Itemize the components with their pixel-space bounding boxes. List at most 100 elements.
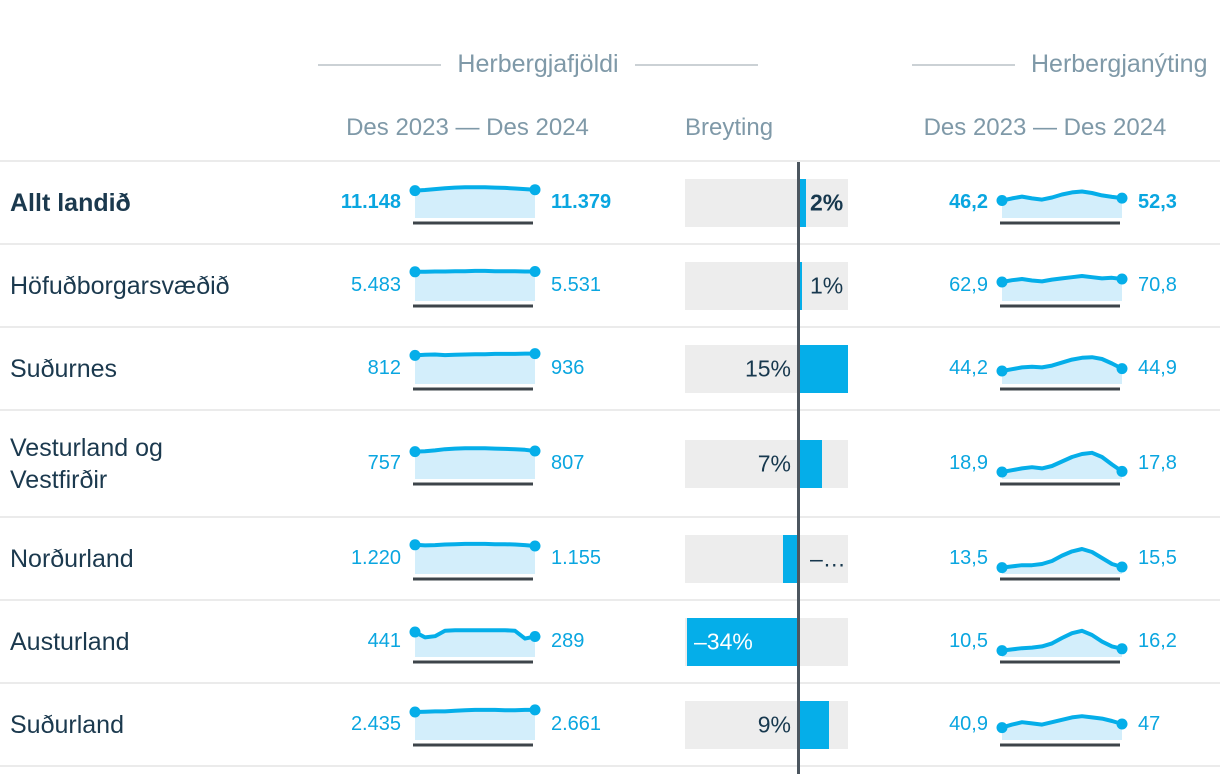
rooms-end-value: 289 [551,630,585,652]
region-label: Höfuðborgarsvæðið [10,271,230,300]
rooms-group-title: Herbergjafjöldi [457,50,619,78]
change-cell: 2% [620,178,870,227]
occupancy-start-value: 40,9 [949,713,988,735]
change-bar [799,178,806,227]
stats-table: Allt landið 11.148 11.379 2% 46,2 52,3 H… [0,160,1220,774]
occupancy-sparkline-cell: 46,2 52,3 [870,177,1220,229]
header-rule-left [912,63,1015,66]
occupancy-start-value: 18,9 [949,452,988,474]
change-column-header: Breyting [685,114,774,141]
rooms-end-value: 5.531 [551,274,602,296]
change-bar [799,700,829,749]
occupancy-start-value: 62,9 [949,274,988,296]
rooms-end-value: 936 [551,357,585,379]
occupancy-end-value: 16,2 [1138,630,1177,652]
region-label: Suðurnes [10,354,118,383]
rooms-sparkline-cell: 441 289 [315,616,620,668]
region-label: Vesturland og Vestfirðir [10,433,163,494]
occupancy-start-value: 44,2 [949,357,988,379]
change-percent-label: 9% [757,711,791,737]
change-bar-track: 2% [685,178,848,227]
zero-axis-line [797,162,800,774]
rooms-sparkline [405,533,545,585]
rooms-sparkline-cell: 11.148 11.379 [315,177,620,229]
change-cell: –34% [620,617,870,666]
change-bar-track: 9% [685,700,848,749]
occupancy-sparkline [992,533,1132,585]
rooms-start-value: 812 [367,357,401,379]
rooms-sparkline-cell: 757 807 [315,438,620,490]
rooms-sparkline [405,699,545,751]
rooms-start-value: 5.483 [350,274,401,296]
occupancy-end-value: 70,8 [1138,274,1177,296]
occupancy-period-header: Des 2023 — Des 2024 [923,114,1167,141]
occupancy-end-value: 44,9 [1138,357,1177,379]
header-rule-left [318,63,442,66]
occupancy-end-value: 17,8 [1138,452,1177,474]
occupancy-sparkline-cell: 10,5 16,2 [870,616,1220,668]
rooms-period-header: Des 2023 — Des 2024 [346,114,589,141]
occupancy-sparkline-cell: 44,2 44,9 [870,343,1220,395]
rooms-end-value: 2.661 [551,713,602,735]
change-percent-label: 1% [810,272,844,298]
rooms-sparkline [405,438,545,490]
occupancy-sparkline [992,260,1132,312]
occupancy-end-value: 52,3 [1138,191,1177,213]
occupancy-sparkline [992,438,1132,490]
change-cell: 7% [620,439,870,488]
occupancy-start-value: 46,2 [949,191,988,213]
region-label: Suðurland [10,710,124,739]
change-cell: 15% [620,344,870,393]
rooms-end-value: 807 [551,452,585,474]
rooms-start-value: 1.220 [350,547,401,569]
region-label: Austurland [10,627,130,656]
change-bar [799,261,803,310]
table-row: Höfuðborgarsvæðið 5.483 5.531 1% 62,9 70… [0,245,1220,328]
rooms-sparkline-cell: 2.435 2.661 [315,699,620,751]
rooms-sparkline [405,177,545,229]
rooms-end-value: 1.155 [551,547,602,569]
occupancy-sparkline-cell: 40,9 47 [870,699,1220,751]
rooms-end-value: 11.379 [551,191,612,213]
change-bar-track: 7% [685,439,848,488]
region-label: Norðurland [10,544,134,573]
rooms-sparkline-cell: 1.220 1.155 [315,533,620,585]
occupancy-sparkline-cell: 62,9 70,8 [870,260,1220,312]
occupancy-sparkline [992,616,1132,668]
rooms-start-value: 2.435 [350,713,401,735]
occupancy-sparkline-cell: 18,9 17,8 [870,438,1220,490]
rooms-sparkline-cell: 5.483 5.531 [315,260,620,312]
table-row: Allt landið 11.148 11.379 2% 46,2 52,3 [0,162,1220,245]
change-bar-track: 15% [685,344,848,393]
occupancy-end-value: 47 [1138,713,1161,735]
occupancy-end-value: 15,5 [1138,547,1177,569]
change-bar [686,617,799,666]
rooms-start-value: 11.148 [340,191,401,213]
rooms-sparkline [405,616,545,668]
change-bar [782,534,799,583]
change-bar-track: –… [685,534,848,583]
change-cell: 1% [620,261,870,310]
occupancy-group-header: Herbergjanýting [912,50,1220,79]
occupancy-start-value: 13,5 [949,547,988,569]
rooms-start-value: 441 [367,630,401,652]
rooms-group-header: Herbergjafjöldi [318,50,759,79]
change-bar [799,344,848,393]
table-row: Norðurland 1.220 1.155 –… 13,5 15,5 [0,518,1220,601]
rooms-sparkline [405,343,545,395]
table-row: Vesturland og Vestfirðir 757 807 7% 18,9… [0,411,1220,518]
change-percent-label: 2% [810,189,844,215]
occupancy-group-title: Herbergjanýting [1031,50,1208,78]
change-bar-track: 1% [685,261,848,310]
change-percent-label: –34% [694,628,753,654]
change-cell: –… [620,534,870,583]
change-bar-track: –34% [685,617,848,666]
occupancy-sparkline [992,699,1132,751]
occupancy-sparkline [992,177,1132,229]
table-row: Austurland 441 289 –34% 10,5 16,2 [0,601,1220,684]
change-bar [799,439,823,488]
rooms-sparkline [405,260,545,312]
change-percent-label: –… [810,545,846,571]
rooms-start-value: 757 [367,452,401,474]
